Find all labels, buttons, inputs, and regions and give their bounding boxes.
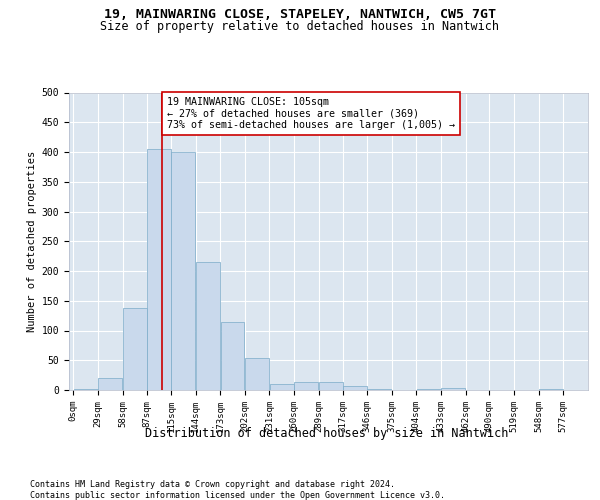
- Text: 19, MAINWARING CLOSE, STAPELEY, NANTWICH, CW5 7GT: 19, MAINWARING CLOSE, STAPELEY, NANTWICH…: [104, 8, 496, 20]
- Bar: [123, 308, 147, 390]
- Text: Contains HM Land Registry data © Crown copyright and database right 2024.
Contai: Contains HM Land Registry data © Crown c…: [30, 480, 445, 500]
- Text: Distribution of detached houses by size in Nantwich: Distribution of detached houses by size …: [145, 428, 509, 440]
- Bar: [221, 322, 244, 390]
- Bar: [148, 149, 172, 390]
- Bar: [343, 386, 367, 390]
- Bar: [539, 389, 563, 390]
- Bar: [295, 382, 319, 390]
- Text: 19 MAINWARING CLOSE: 105sqm
← 27% of detached houses are smaller (369)
73% of se: 19 MAINWARING CLOSE: 105sqm ← 27% of det…: [167, 96, 455, 130]
- Bar: [245, 358, 269, 390]
- Bar: [196, 262, 220, 390]
- Text: Size of property relative to detached houses in Nantwich: Size of property relative to detached ho…: [101, 20, 499, 33]
- Bar: [171, 152, 195, 390]
- Bar: [319, 382, 343, 390]
- Bar: [98, 378, 122, 390]
- Bar: [74, 389, 98, 390]
- Bar: [270, 384, 294, 390]
- Y-axis label: Number of detached properties: Number of detached properties: [28, 150, 37, 332]
- Bar: [442, 388, 466, 390]
